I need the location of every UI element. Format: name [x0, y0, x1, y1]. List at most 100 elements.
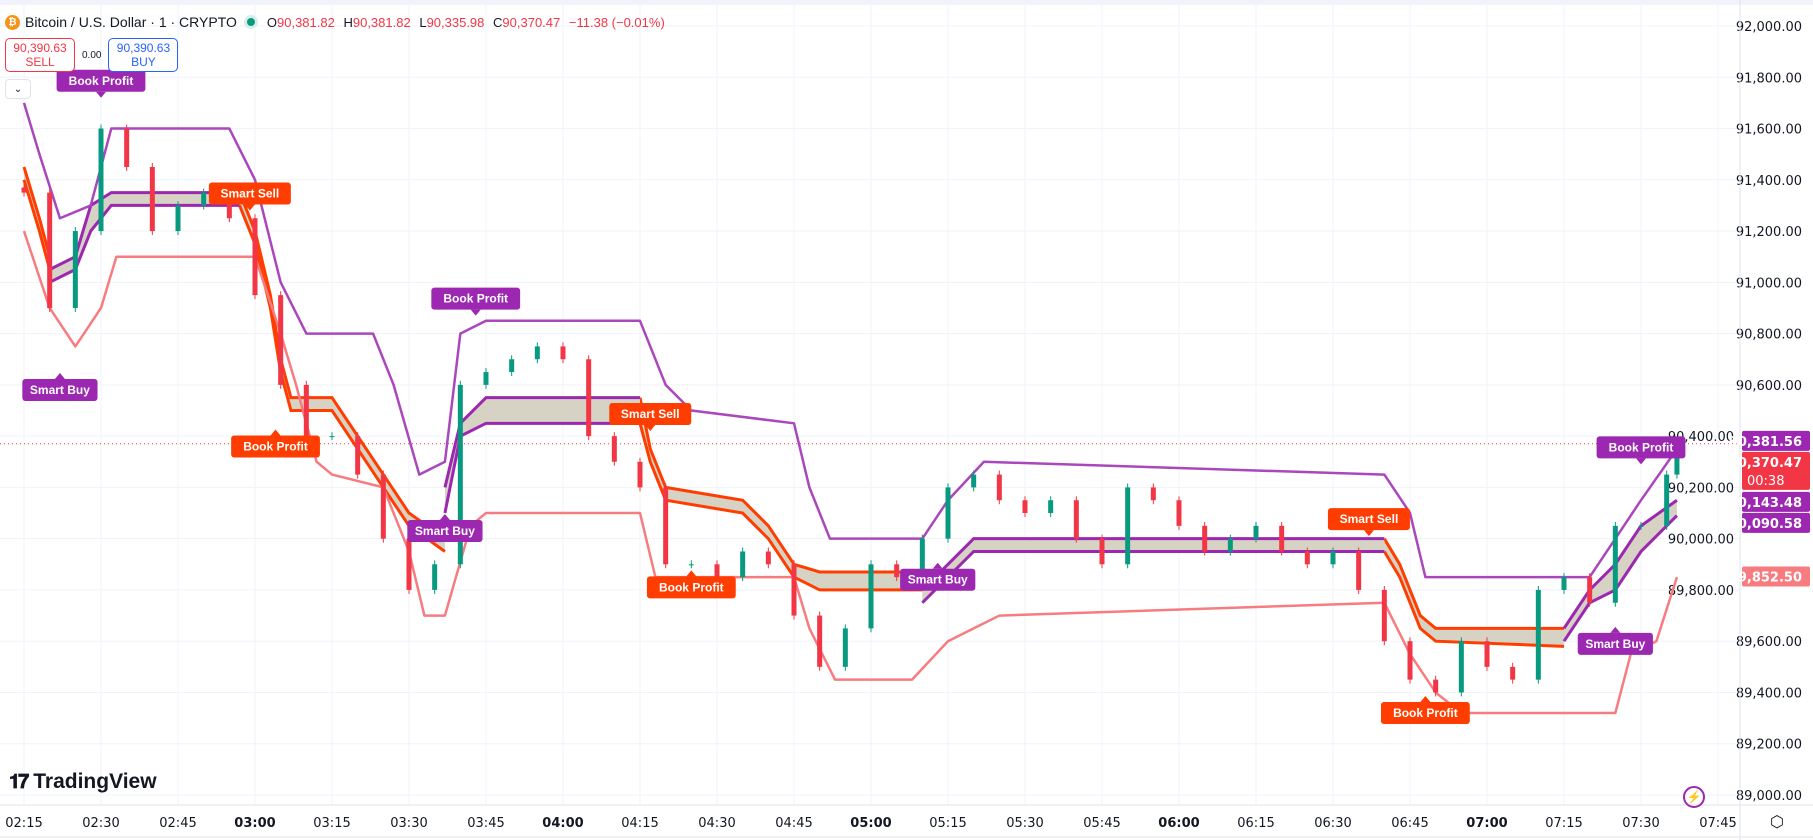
candle — [303, 384, 309, 437]
candle — [278, 295, 284, 385]
y-tick-label: 91,000.00 — [1736, 276, 1802, 291]
collapse-legend-button[interactable]: ⌄ — [5, 79, 31, 99]
candle — [868, 564, 874, 629]
candle — [1253, 525, 1259, 539]
y-tick-label: 89,000.00 — [1736, 789, 1802, 804]
candle — [1664, 474, 1670, 526]
candle — [1433, 679, 1439, 693]
symbol-header[interactable]: ₿ Bitcoin / U.S. Dollar · 1 · CRYPTO O90… — [5, 14, 670, 30]
price-axis-label-text: 90,370.47 — [1729, 456, 1802, 471]
candle — [945, 487, 951, 539]
change-value: −11.38 (−0.01%) — [568, 14, 665, 30]
candle — [1510, 666, 1516, 680]
candle — [586, 359, 592, 437]
sell-band-top — [638, 397, 923, 574]
candle — [1202, 525, 1208, 552]
candle — [1048, 500, 1054, 514]
chevron-down-icon: ⌄ — [13, 83, 23, 95]
tradingview-logo-icon: 𝟏𝟕 — [9, 770, 29, 793]
signal-label: Smart Sell — [621, 407, 680, 421]
signal-box — [56, 69, 146, 92]
signal-box — [609, 403, 692, 426]
buy-band-fill — [922, 538, 1385, 603]
sell-band-bottom — [22, 179, 52, 270]
signal-pointer — [932, 562, 943, 569]
candle — [457, 384, 463, 565]
price-axis-label-text: 90,381.56 — [1729, 435, 1802, 450]
x-tick-label: 03:45 — [467, 816, 504, 831]
signal-box — [646, 576, 736, 599]
x-tick-label: 03:00 — [234, 816, 275, 831]
signal-smart-sell: Smart Sell — [609, 403, 692, 432]
price-axis-label — [1742, 451, 1810, 490]
x-tick-label: 05:00 — [850, 816, 891, 831]
x-tick-label: 03:15 — [313, 816, 350, 831]
sell-band-top — [22, 166, 52, 258]
candle — [1356, 551, 1362, 590]
y-tick-label: 89,200.00 — [1736, 738, 1802, 753]
candle — [509, 359, 515, 373]
y-tick-label: 90,000.00 — [1668, 533, 1734, 548]
signal-book-profit: Book Profit — [646, 570, 736, 599]
y-tick-label: 89,600.00 — [1736, 635, 1802, 650]
signal-book-profit: Book Profit — [231, 429, 320, 458]
signal-pointer — [1420, 696, 1431, 703]
x-tick-label: 06:30 — [1314, 816, 1351, 831]
buy-band-bottom — [921, 549, 1385, 604]
signal-label: Book Profit — [659, 580, 724, 594]
candle — [765, 551, 771, 565]
buy-button[interactable]: 90,390.63 BUY — [108, 38, 179, 72]
y-tick-label: 90,800.00 — [1736, 328, 1802, 343]
candle — [1022, 500, 1028, 514]
lower-line — [22, 230, 1679, 715]
candle — [47, 192, 53, 308]
x-tick-label: 04:30 — [698, 816, 735, 831]
symbol-title[interactable]: Bitcoin / U.S. Dollar · 1 · CRYPTO — [25, 14, 237, 30]
x-tick-label: 02:30 — [82, 816, 119, 831]
tradingview-logo[interactable]: 𝟏𝟕 TradingView — [9, 770, 157, 793]
candle — [996, 474, 1002, 501]
signal-box — [1577, 632, 1653, 655]
x-tick-label: 04:45 — [775, 816, 812, 831]
signal-label: Smart Buy — [30, 383, 90, 397]
sell-button[interactable]: 90,390.63 SELL — [5, 38, 75, 72]
price-axis-label — [1742, 512, 1810, 533]
x-tick-label: 06:45 — [1391, 816, 1428, 831]
signal-box — [22, 379, 98, 402]
signal-label: Book Profit — [69, 74, 134, 88]
candle — [380, 474, 386, 539]
buy-band-top — [443, 396, 640, 488]
candle — [1484, 641, 1490, 667]
candle — [1561, 577, 1567, 590]
signal-pointer — [96, 91, 106, 98]
price-axis-label — [1742, 491, 1810, 512]
sell-band-fill — [1384, 538, 1564, 647]
signal-book-profit: Book Profit — [56, 69, 146, 98]
signal-pointer — [1636, 458, 1646, 465]
signal-pointer — [54, 373, 65, 380]
signal-box — [1327, 508, 1410, 531]
settings-icon[interactable]: ⬡ — [1770, 814, 1784, 831]
candle — [1381, 589, 1387, 642]
sell-band-bottom — [638, 422, 923, 592]
candle — [72, 231, 78, 308]
y-tick-label: 91,800.00 — [1736, 71, 1802, 86]
signal-book-profit: Book Profit — [431, 287, 521, 316]
signal-label: Smart Buy — [1585, 637, 1645, 651]
candle — [1279, 525, 1285, 552]
price-axis-label-text: 89,852.50 — [1729, 570, 1802, 585]
candle — [1612, 525, 1618, 603]
lightning-icon[interactable]: ⚡ — [1683, 786, 1705, 808]
signal-pointer — [1363, 530, 1374, 537]
countdown-text: 00:38 — [1747, 474, 1784, 489]
signal-smart-buy: Smart Buy — [407, 514, 483, 543]
candle — [560, 346, 566, 360]
signal-pointer — [244, 204, 255, 211]
candle — [201, 192, 207, 206]
spread-value: 0.00 — [82, 49, 102, 61]
signal-label: Smart Buy — [415, 524, 475, 538]
x-tick-label: 02:15 — [5, 816, 42, 831]
x-tick-label: 04:15 — [621, 816, 658, 831]
signal-box — [1596, 436, 1686, 459]
